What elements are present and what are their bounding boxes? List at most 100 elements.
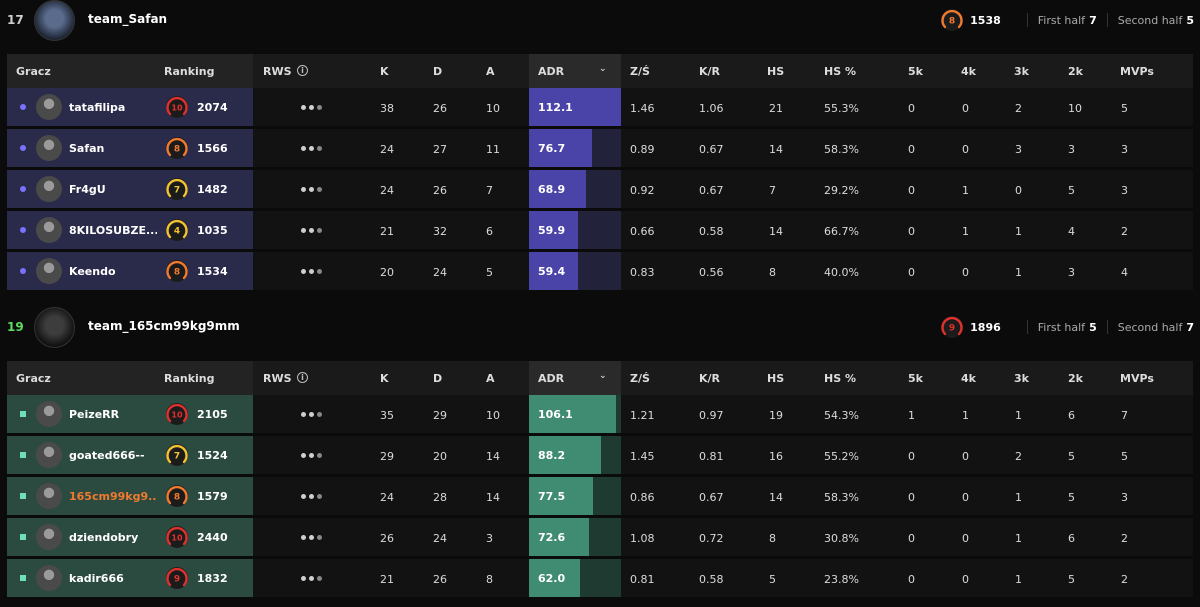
avatar[interactable] bbox=[36, 442, 62, 468]
adr-bar bbox=[529, 395, 617, 433]
column-header-k3[interactable]: 3k bbox=[1014, 65, 1029, 78]
column-header-k4[interactable]: 4k bbox=[961, 65, 976, 78]
team-avatar[interactable] bbox=[34, 307, 75, 348]
column-header-k2[interactable]: 2k bbox=[1068, 372, 1083, 385]
column-header-mvps[interactable]: MVPs bbox=[1120, 372, 1154, 385]
column-header-adr[interactable]: ADR bbox=[538, 65, 565, 78]
column-header-player[interactable]: Gracz bbox=[16, 65, 51, 78]
player-name[interactable]: 8KILOSUBZE... bbox=[69, 224, 157, 237]
player-name[interactable]: tatafilipa bbox=[69, 101, 126, 114]
column-header-rws[interactable]: RWS bbox=[263, 65, 292, 78]
ellipsis-dots-icon[interactable] bbox=[301, 576, 322, 581]
team-name[interactable]: team_165cm99kg9mm bbox=[88, 319, 240, 333]
column-header-k3[interactable]: 3k bbox=[1014, 372, 1029, 385]
avatar[interactable] bbox=[36, 176, 62, 202]
column-header-kd[interactable]: Z/Ś bbox=[630, 372, 650, 385]
column-header-adr[interactable]: ADR bbox=[538, 372, 565, 385]
stat-k2: 3 bbox=[1068, 143, 1075, 156]
ellipsis-dots-icon[interactable] bbox=[301, 228, 322, 233]
chevron-down-icon[interactable]: ⌄ bbox=[599, 371, 607, 381]
column-header-d[interactable]: D bbox=[433, 372, 443, 385]
column-header-k5[interactable]: 5k bbox=[908, 65, 923, 78]
column-header-ranking[interactable]: Ranking bbox=[164, 372, 215, 385]
column-header-kr[interactable]: K/R bbox=[699, 372, 721, 385]
stat-mvps: 5 bbox=[1121, 450, 1128, 463]
column-header-hs-pct[interactable]: HS % bbox=[824, 372, 856, 385]
ellipsis-dots-icon[interactable] bbox=[301, 453, 322, 458]
team-avatar[interactable] bbox=[34, 0, 75, 41]
player-name[interactable]: PeizeRR bbox=[69, 408, 120, 421]
table-row[interactable]: 8KILOSUBZE... 4 1035 59.9 21 32 6 0.66 0.58 14 66.… bbox=[7, 211, 1193, 252]
stat-mvps: 2 bbox=[1121, 225, 1128, 238]
player-name[interactable]: Fr4gU bbox=[69, 183, 106, 196]
ellipsis-dots-icon[interactable] bbox=[301, 105, 322, 110]
avatar[interactable] bbox=[36, 258, 62, 284]
avatar[interactable] bbox=[36, 135, 62, 161]
player-cell: Fr4gU 7 1482 bbox=[7, 170, 253, 208]
column-header-k5[interactable]: 5k bbox=[908, 372, 923, 385]
table-row[interactable]: Safan 8 1566 76.7 24 27 11 0.89 0.67 14 58.3% 0 0 3 3 3 bbox=[7, 129, 1193, 170]
info-icon[interactable]: i bbox=[297, 372, 308, 383]
avatar[interactable] bbox=[36, 565, 62, 591]
table-row[interactable]: goated666-- 7 1524 88.2 29 20 14 1.45 0.81 16 55.2… bbox=[7, 436, 1193, 477]
column-header-a[interactable]: A bbox=[486, 65, 495, 78]
column-header-a[interactable]: A bbox=[486, 372, 495, 385]
avatar[interactable] bbox=[36, 401, 62, 427]
table-row[interactable]: 165cm99kg9... 8 1579 77.5 24 28 14 0.86 0.67 14 58… bbox=[7, 477, 1193, 518]
stat-kd: 0.92 bbox=[630, 184, 655, 197]
avatar[interactable] bbox=[36, 94, 62, 120]
player-name[interactable]: dziendobry bbox=[69, 531, 139, 544]
avatar[interactable] bbox=[36, 524, 62, 550]
stats-cells bbox=[621, 559, 1193, 597]
stat-k4: 1 bbox=[962, 409, 969, 422]
stat-hs: 5 bbox=[769, 573, 776, 586]
player-name[interactable]: Keendo bbox=[69, 265, 116, 278]
table-row[interactable]: Keendo 8 1534 59.4 20 24 5 0.83 0.56 8 40.0% 0 0 1 3 4 bbox=[7, 252, 1193, 293]
column-header-hs[interactable]: HS bbox=[767, 372, 785, 385]
player-name[interactable]: 165cm99kg9... bbox=[69, 490, 157, 503]
column-header-rws[interactable]: RWS bbox=[263, 372, 292, 385]
ellipsis-dots-icon[interactable] bbox=[301, 535, 322, 540]
column-header-ranking[interactable]: Ranking bbox=[164, 65, 215, 78]
avatar[interactable] bbox=[36, 483, 62, 509]
ellipsis-dots-icon[interactable] bbox=[301, 187, 322, 192]
table-row[interactable]: tatafilipa 10 2074 112.1 38 26 10 1.46 1.06 21 55.… bbox=[7, 88, 1193, 129]
stat-kd: 1.21 bbox=[630, 409, 655, 422]
stat-a: 10 bbox=[486, 102, 500, 115]
ellipsis-dots-icon[interactable] bbox=[301, 494, 322, 499]
column-header-k4[interactable]: 4k bbox=[961, 372, 976, 385]
column-header-k2[interactable]: 2k bbox=[1068, 65, 1083, 78]
table-row[interactable]: kadir666 9 1832 62.0 21 26 8 0.81 0.58 5 23.8% 0 0 1 5… bbox=[7, 559, 1193, 600]
ellipsis-dots-icon[interactable] bbox=[301, 269, 322, 274]
ellipsis-dots-icon[interactable] bbox=[301, 412, 322, 417]
player-name[interactable]: goated666-- bbox=[69, 449, 145, 462]
column-header-player[interactable]: Gracz bbox=[16, 372, 51, 385]
column-header-d[interactable]: D bbox=[433, 65, 443, 78]
ellipsis-dots-icon[interactable] bbox=[301, 146, 322, 151]
column-header-mvps[interactable]: MVPs bbox=[1120, 65, 1154, 78]
avatar[interactable] bbox=[36, 217, 62, 243]
column-header-hs[interactable]: HS bbox=[767, 65, 785, 78]
table-row[interactable]: Fr4gU 7 1482 68.9 24 26 7 0.92 0.67 7 29.2% 0 1 0 5 3 bbox=[7, 170, 1193, 211]
team-square-icon bbox=[20, 452, 26, 458]
column-header-k[interactable]: K bbox=[380, 65, 389, 78]
table-row[interactable]: PeizeRR 10 2105 106.1 35 29 10 1.21 0.97 19 54.3% 1… bbox=[7, 395, 1193, 436]
adr-bar bbox=[529, 88, 621, 126]
divider bbox=[1026, 320, 1028, 334]
player-name[interactable]: Safan bbox=[69, 142, 105, 155]
stat-mvps: 3 bbox=[1121, 143, 1128, 156]
team-name[interactable]: team_Safan bbox=[88, 12, 168, 26]
adr-value: 77.5 bbox=[538, 490, 566, 503]
info-icon[interactable]: i bbox=[297, 65, 308, 76]
team-header: 17 team_Safan 8 1538 First half 7 Second half 5 bbox=[0, 0, 1200, 41]
column-header-hs-pct[interactable]: HS % bbox=[824, 65, 856, 78]
column-header-k[interactable]: K bbox=[380, 372, 389, 385]
table-row[interactable]: dziendobry 10 2440 72.6 26 24 3 1.08 0.72 8 30.8% 0… bbox=[7, 518, 1193, 559]
column-header-kr[interactable]: K/R bbox=[699, 65, 721, 78]
column-header-kd[interactable]: Z/Ś bbox=[630, 65, 650, 78]
adr-bar bbox=[529, 252, 578, 290]
chevron-down-icon[interactable]: ⌄ bbox=[599, 64, 607, 74]
player-name[interactable]: kadir666 bbox=[69, 572, 124, 585]
stat-a: 14 bbox=[486, 450, 500, 463]
stat-hs: 16 bbox=[769, 450, 783, 463]
